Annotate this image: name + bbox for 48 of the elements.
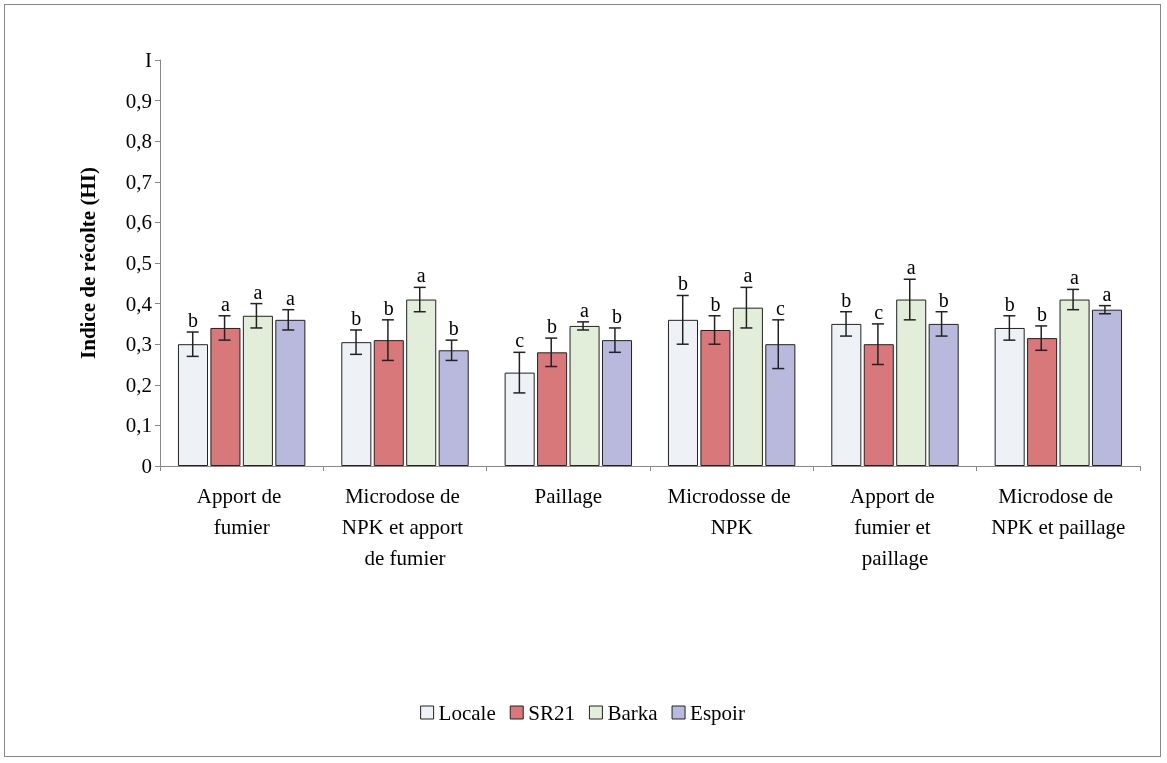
y-tick-label: 0,9 [125, 88, 152, 113]
legend-label: Barka [607, 700, 659, 725]
legend-label: SR21 [528, 700, 575, 725]
x-tick-label: Apport de fumier et paillage [850, 483, 940, 570]
x-tick-label: Microdose de NPK et apport de fumier [341, 483, 469, 570]
data-label: b [1037, 302, 1048, 325]
data-label: a [906, 256, 916, 279]
data-label: a [221, 292, 230, 315]
data-label: b [938, 288, 949, 311]
bar [1091, 309, 1123, 466]
data-label: a [285, 286, 295, 309]
data-label: a [743, 264, 753, 287]
data-label: b [187, 309, 198, 332]
bar [569, 325, 600, 466]
y-tick-label: I [145, 48, 152, 72]
data-label: b [547, 315, 558, 338]
data-label: c [515, 329, 525, 352]
legend-label: Locale [438, 700, 496, 725]
data-label: a [416, 264, 426, 287]
y-tick-label: 0,8 [125, 129, 152, 154]
data-label: b [351, 306, 362, 329]
x-tick-label: Microdosse de NPK [667, 483, 796, 539]
y-tick-label: 0 [141, 454, 152, 478]
data-label: c [874, 300, 884, 323]
y-tick-label: 0,7 [125, 169, 152, 194]
data-label: a [580, 298, 590, 321]
y-tick-label: 0,3 [125, 332, 152, 357]
y-tick-label: 0,6 [125, 210, 152, 235]
data-label: b [612, 304, 623, 327]
y-tick-label: 0,4 [125, 291, 153, 316]
data-label: c [775, 296, 785, 319]
data-label: b [710, 292, 721, 315]
y-tick-label: 0,5 [125, 251, 152, 275]
x-tick-label: Microdose de NPK et paillage [991, 483, 1126, 539]
data-label: b [841, 288, 852, 311]
data-label: b [677, 272, 688, 295]
data-label: a [1070, 266, 1080, 289]
data-label: a [1102, 282, 1112, 305]
y-tick-label: 0,1 [125, 413, 152, 438]
y-axis-title: Indice de récolte (HI) [75, 167, 100, 359]
data-label: b [448, 317, 459, 340]
y-tick-label: 0,2 [125, 372, 152, 397]
x-tick-label: Apport de fumier [196, 483, 287, 539]
data-label: b [1004, 292, 1015, 315]
data-label: b [383, 296, 394, 319]
legend-label: Espoir [690, 700, 745, 725]
x-tick-label: Paillage [534, 483, 603, 508]
data-label: a [253, 280, 263, 303]
